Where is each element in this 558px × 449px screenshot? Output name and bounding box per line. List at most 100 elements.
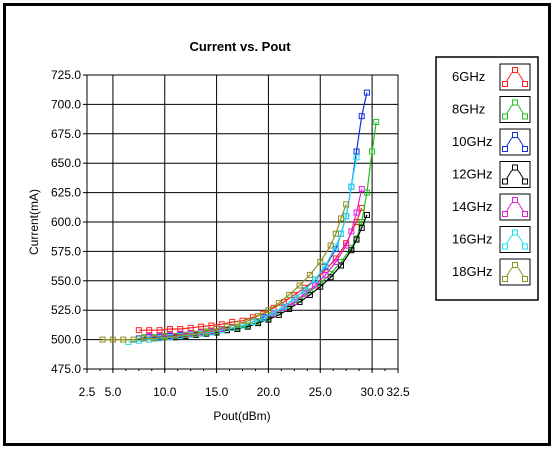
x-tick-label: 20.0	[257, 385, 281, 399]
legend-swatch-marker	[522, 146, 528, 152]
y-tick-label: 475.0	[51, 362, 81, 376]
data-point-marker	[317, 258, 324, 265]
legend-label: 12GHz	[452, 167, 492, 182]
legend-label: 8GHz	[452, 102, 485, 117]
data-point-marker	[343, 242, 350, 249]
chart-title: Current vs. Pout	[189, 39, 291, 54]
series-line	[138, 207, 363, 331]
data-point-marker	[301, 290, 308, 297]
legend-swatch-marker	[512, 132, 518, 138]
legend-swatch-marker	[522, 113, 528, 120]
data-point-marker	[120, 336, 127, 343]
data-point-marker	[358, 113, 365, 120]
series-line	[128, 157, 358, 343]
data-point-marker	[322, 271, 329, 278]
data-point-marker	[363, 89, 370, 96]
legend-label: 14GHz	[452, 199, 492, 214]
legend-label: 6GHz	[452, 69, 485, 84]
data-point-marker	[332, 258, 339, 265]
legend-label: 10GHz	[452, 134, 492, 149]
y-tick-label: 550.0	[51, 274, 81, 288]
legend-swatch-marker	[502, 243, 508, 250]
legend-swatch-marker	[512, 262, 518, 268]
data-point-marker	[343, 201, 350, 208]
data-point-marker	[353, 148, 360, 155]
grid-lines	[87, 75, 398, 369]
data-point-marker	[203, 328, 210, 335]
data-point-marker	[348, 228, 355, 235]
data-point-marker	[306, 271, 313, 278]
legend-swatch-marker	[502, 178, 508, 185]
data-point-marker	[161, 334, 168, 341]
data-point-marker	[192, 330, 199, 337]
legend-swatch-marker	[512, 164, 518, 171]
data-point-marker	[332, 230, 339, 237]
x-tick-label: 30.0	[360, 385, 384, 399]
data-point-marker	[337, 215, 344, 222]
legend-swatch-marker	[502, 113, 508, 120]
legend-swatch-marker	[512, 67, 518, 73]
y-tick-label: 600.0	[51, 215, 81, 229]
legend-label: 18GHz	[452, 264, 492, 279]
series-layer	[99, 89, 380, 345]
data-point-marker	[187, 324, 194, 331]
data-point-marker	[280, 303, 287, 310]
data-point-marker	[135, 327, 142, 334]
x-tick-label: 15.0	[205, 385, 229, 399]
x-tick-label: 25.0	[309, 385, 333, 399]
data-point-marker	[208, 322, 215, 329]
data-point-marker	[291, 295, 298, 302]
legend-label: 16GHz	[452, 232, 492, 247]
legend-swatch-marker	[502, 146, 508, 152]
data-point-marker	[275, 300, 282, 307]
legend-swatch-marker	[512, 197, 518, 203]
data-point-marker	[141, 335, 148, 342]
y-tick-label: 525.0	[51, 303, 81, 317]
series-8GHz	[141, 119, 380, 341]
legend-swatch-marker	[522, 81, 528, 87]
legend-swatch-marker	[522, 243, 528, 250]
data-point-marker	[369, 148, 376, 155]
legend-swatch-marker	[522, 276, 528, 282]
data-point-marker	[363, 211, 370, 218]
data-point-marker	[348, 247, 355, 254]
legend-swatch-marker	[502, 81, 508, 87]
data-point-marker	[363, 189, 370, 196]
data-point-marker	[327, 242, 334, 249]
x-tick-label: 5.0	[105, 385, 122, 399]
data-point-marker	[373, 119, 380, 126]
data-point-marker	[348, 183, 355, 190]
data-point-marker	[291, 298, 298, 305]
data-point-marker	[296, 282, 303, 289]
y-tick-label: 500.0	[51, 333, 81, 347]
series-10GHz	[135, 89, 370, 342]
data-point-marker	[312, 276, 319, 283]
y-tick-label: 675.0	[51, 127, 81, 141]
series-line	[138, 92, 368, 339]
data-point-marker	[223, 323, 230, 330]
data-point-marker	[109, 336, 116, 343]
legend-swatch-marker	[522, 178, 528, 185]
data-point-marker	[353, 154, 360, 161]
data-point-marker	[353, 209, 360, 216]
legend: 6GHz 8GHz 10GHz 12GHz 14GHz 16GHz 18GHz	[435, 56, 539, 301]
data-point-marker	[156, 327, 163, 334]
axis-ticks: 2.5 5.0 10.0 15.0 20.0 25.0 30.0 32.5 475.0 500.0…	[51, 68, 410, 399]
data-point-marker	[151, 335, 158, 342]
data-point-marker	[99, 336, 106, 343]
x-tick-label: 10.0	[153, 385, 177, 399]
y-tick-label: 700.0	[51, 97, 81, 111]
series-line	[144, 121, 377, 338]
x-tick-label: 2.5	[79, 385, 96, 399]
data-point-marker	[286, 291, 293, 298]
data-point-marker	[172, 333, 179, 340]
y-tick-label: 625.0	[51, 186, 81, 200]
data-point-marker	[322, 262, 329, 269]
data-point-marker	[244, 317, 251, 324]
x-tick-label: 32.5	[386, 385, 410, 399]
data-point-marker	[166, 326, 173, 333]
series-16GHz	[125, 154, 360, 345]
legend-swatch-marker	[502, 211, 508, 217]
data-point-marker	[358, 224, 365, 231]
data-point-marker	[255, 313, 262, 320]
